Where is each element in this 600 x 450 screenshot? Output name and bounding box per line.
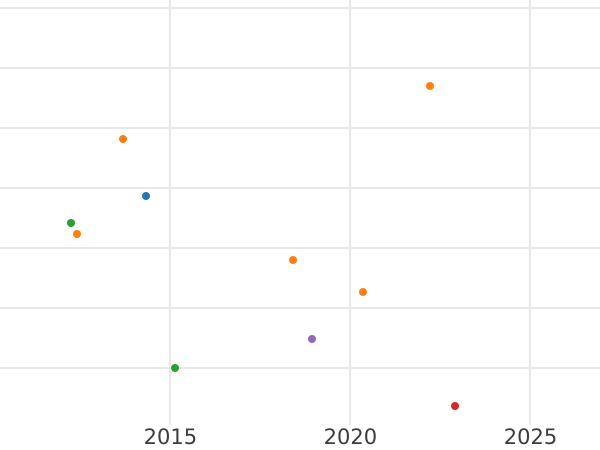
y-gridline [0, 186, 600, 189]
plot-area [0, 0, 600, 425]
scatter-point-orange [119, 134, 128, 143]
y-gridline [0, 366, 600, 369]
scatter-point-orange [73, 230, 82, 239]
scatter-point-purple [307, 335, 316, 344]
x-gridline [349, 0, 352, 425]
scatter-point-orange [359, 287, 368, 296]
scatter-point-blue [142, 191, 151, 200]
y-gridline [0, 246, 600, 249]
y-gridline [0, 126, 600, 129]
y-gridline [0, 306, 600, 309]
scatter-point-orange [289, 255, 298, 264]
x-gridline [529, 0, 532, 425]
x-tick-label: 2015 [143, 425, 198, 449]
scatter-point-green [171, 363, 180, 372]
y-gridline [0, 66, 600, 69]
y-gridline [0, 6, 600, 9]
scatter-point-orange [426, 81, 434, 90]
scatter-point-green [66, 218, 75, 227]
x-gridline [169, 0, 172, 425]
x-tick-label: 2020 [323, 425, 378, 449]
x-tick-label: 2025 [503, 425, 558, 449]
scatter-point-red [450, 401, 459, 410]
